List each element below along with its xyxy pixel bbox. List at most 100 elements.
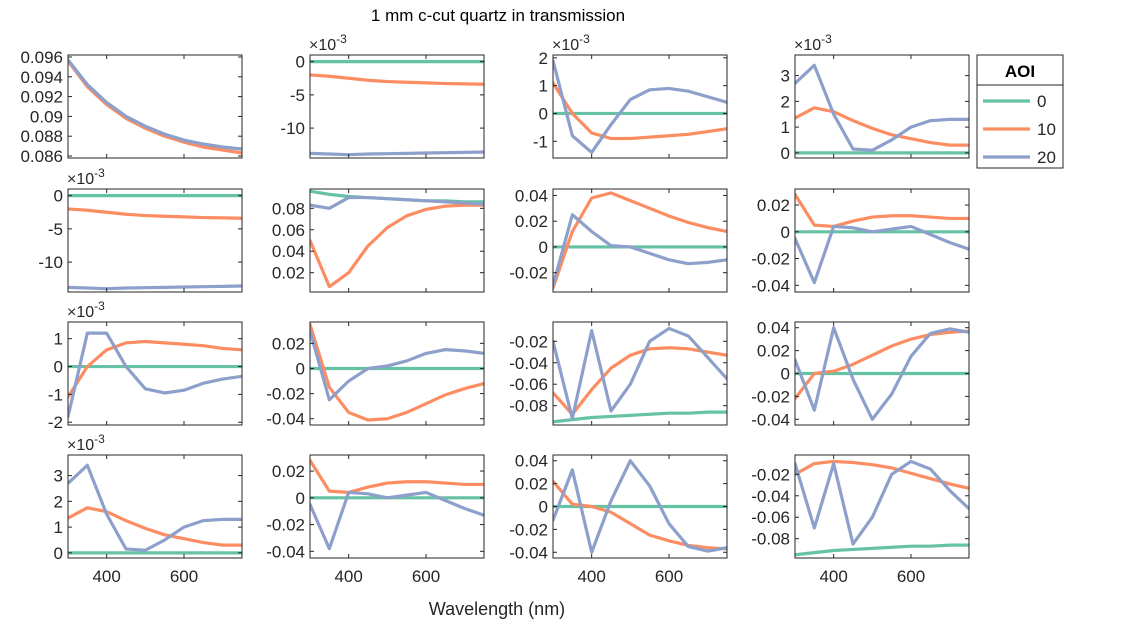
series-group bbox=[795, 63, 969, 155]
y-tick-label: -0.06 bbox=[509, 375, 548, 394]
subplot: -0.04 -0.02 0 0.02 0.04 bbox=[751, 319, 970, 429]
legend-label-10: 10 bbox=[1037, 120, 1056, 139]
y-tick-label: -10 bbox=[38, 253, 63, 272]
y-tick-label: 0.09 bbox=[30, 107, 63, 126]
plot-area bbox=[68, 55, 242, 158]
series-line-0 bbox=[553, 410, 727, 424]
subplot: -0.02 0 0.02 0.04 bbox=[509, 186, 728, 293]
axes-box bbox=[309, 321, 485, 426]
series-group bbox=[310, 60, 484, 157]
y-tick-label: -0.02 bbox=[509, 520, 548, 539]
y-tick-label: 3 bbox=[781, 67, 790, 86]
subplot: 0.02 0.04 0.06 0.08 bbox=[272, 188, 485, 293]
x-tick-label: 400 bbox=[577, 567, 605, 586]
y-tick-label: 0.04 bbox=[757, 319, 790, 338]
y-tick-label: -10 bbox=[280, 119, 305, 138]
plot-area bbox=[795, 55, 969, 158]
series-line-20 bbox=[553, 58, 727, 155]
series-line-20 bbox=[68, 58, 242, 151]
y-tick-label: 0.08 bbox=[272, 199, 305, 218]
y-tick-label: 0 bbox=[781, 144, 790, 163]
y-tick-label: 0 bbox=[781, 223, 790, 242]
x-tick-label: 400 bbox=[819, 567, 847, 586]
series-line-20 bbox=[310, 329, 484, 402]
series-group bbox=[68, 194, 242, 291]
axes-box bbox=[552, 321, 728, 426]
y-tick-label: 1 bbox=[539, 77, 548, 96]
axes-box bbox=[67, 188, 243, 293]
subplot: -10 -5 0×10-3 bbox=[280, 32, 485, 159]
x-tick-label: 600 bbox=[170, 567, 198, 586]
series-group bbox=[553, 58, 727, 155]
series-line-20 bbox=[795, 326, 969, 421]
subplot-grid: 0.0860.0880.090.0920.0940.096-10-50×10-3… bbox=[20, 32, 970, 563]
subplot: -0.04 -0.02 0 0.02 0.04 bbox=[509, 452, 728, 562]
y-tick-label: 0.096 bbox=[20, 48, 63, 67]
y-tick-label: 1 bbox=[54, 518, 63, 537]
y-tick-label: -1 bbox=[533, 132, 548, 151]
y-tick-label: 0.06 bbox=[272, 221, 305, 240]
chart-title: 1 mm c-cut quartz in transmission bbox=[371, 6, 625, 25]
legend-entries: 0 10 20 bbox=[983, 92, 1056, 167]
y-exponent-label: ×10-3 bbox=[552, 32, 590, 54]
y-tick-label: 0 bbox=[539, 104, 548, 123]
y-tick-label: 1 bbox=[54, 330, 63, 349]
series-group bbox=[553, 191, 727, 290]
series-line-0 bbox=[795, 543, 969, 557]
axes-box bbox=[309, 54, 485, 159]
y-tick-label: 0.04 bbox=[272, 242, 305, 261]
x-tick-label: 600 bbox=[412, 567, 440, 586]
y-tick-label: -5 bbox=[290, 86, 305, 105]
plot-area bbox=[310, 455, 484, 558]
axes-box bbox=[794, 188, 970, 293]
series-group bbox=[795, 459, 969, 557]
y-tick-label: 0.02 bbox=[515, 475, 548, 494]
plot-area bbox=[310, 322, 484, 425]
y-tick-label: -0.04 bbox=[751, 410, 790, 429]
y-tick-label: -0.08 bbox=[509, 397, 548, 416]
y-tick-label: 0.086 bbox=[20, 147, 63, 166]
plot-area bbox=[68, 322, 242, 425]
plot-area bbox=[553, 322, 727, 425]
y-tick-label: 0.02 bbox=[757, 196, 790, 215]
series-line-20 bbox=[553, 459, 727, 554]
axes-box bbox=[309, 454, 485, 559]
series-line-10 bbox=[795, 192, 969, 229]
series-line-20 bbox=[310, 150, 484, 157]
y-tick-label: 0 bbox=[539, 498, 548, 517]
y-tick-label: -0.04 bbox=[266, 410, 305, 429]
y-exponent-label: ×10-3 bbox=[67, 166, 105, 188]
subplot: -0.04 -0.02 0 0.02 bbox=[266, 454, 485, 561]
y-exponent-label: ×10-3 bbox=[794, 32, 832, 54]
y-tick-label: -0.02 bbox=[266, 385, 305, 404]
y-tick-label: 0 bbox=[539, 238, 548, 257]
series-line-20 bbox=[795, 459, 969, 546]
plot-area bbox=[795, 189, 969, 292]
series-line-10 bbox=[310, 203, 484, 289]
y-tick-label: 0.088 bbox=[20, 127, 63, 146]
series-line-20 bbox=[795, 63, 969, 152]
y-tick-label: -0.04 bbox=[266, 542, 305, 561]
y-tick-label: -2 bbox=[48, 413, 63, 432]
axes-box bbox=[794, 454, 970, 559]
y-tick-label: 0.02 bbox=[272, 334, 305, 353]
series-line-20 bbox=[310, 490, 484, 551]
legend-title: AOI bbox=[1005, 62, 1035, 81]
subplot: -2 -1 0 1×10-3 bbox=[48, 299, 243, 432]
legend-label-0: 0 bbox=[1037, 92, 1046, 111]
y-tick-label: -0.04 bbox=[509, 354, 548, 373]
plot-area bbox=[68, 189, 242, 292]
subplot: 0 1 2 3×10-3 bbox=[781, 32, 970, 163]
y-tick-label: 0.02 bbox=[272, 462, 305, 481]
y-tick-label: 1 bbox=[781, 118, 790, 137]
y-tick-label: 0 bbox=[54, 187, 63, 206]
series-group bbox=[310, 322, 484, 422]
y-exponent-label: ×10-3 bbox=[67, 432, 105, 454]
x-tick-label: 600 bbox=[897, 567, 925, 586]
axes-box bbox=[794, 54, 970, 159]
legend: AOI 0 10 20 bbox=[976, 54, 1064, 169]
series-group bbox=[68, 463, 242, 555]
series-line-20 bbox=[795, 224, 969, 285]
axes-box bbox=[67, 454, 243, 559]
axes-box bbox=[552, 188, 728, 293]
